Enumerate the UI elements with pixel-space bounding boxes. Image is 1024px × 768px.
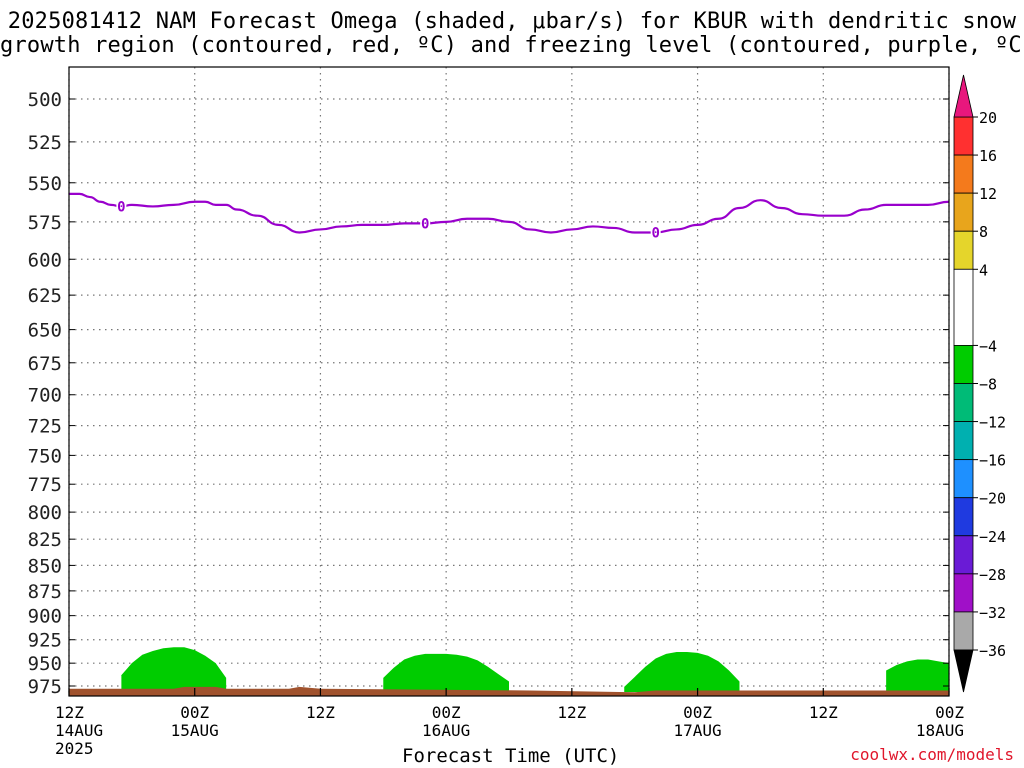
colorbar-label: 20 <box>979 109 997 127</box>
colorbar-under-arrow <box>953 649 974 693</box>
colorbar-bin <box>953 459 974 499</box>
colorbar-over-arrow <box>953 74 974 118</box>
y-tick-label: 625 <box>28 285 62 307</box>
colorbar-label: −20 <box>979 490 1006 508</box>
freezing-level-label: 0 <box>117 199 125 215</box>
site-credit: coolwx.com/models <box>850 745 1014 764</box>
colorbar-bin <box>953 383 974 422</box>
chart-title-line-2: growth region (contoured, red, ºC) and f… <box>0 33 1024 58</box>
colorbar-bin <box>953 573 974 613</box>
x-tick-hour: 12Z <box>809 703 838 722</box>
freezing-level-label: 0 <box>421 216 429 232</box>
colorbar-bin <box>953 116 974 156</box>
colorbar-bin <box>953 192 974 232</box>
y-tick-label: 750 <box>28 445 62 467</box>
x-tick-date: 17AUG <box>673 721 721 740</box>
terrain-fill <box>69 686 949 696</box>
colorbar-label: 12 <box>979 185 997 203</box>
freezing-level-line <box>69 192 950 234</box>
plot-frame <box>68 66 950 697</box>
y-tick-label: 875 <box>28 581 62 603</box>
freezing-level-label: 0 <box>651 225 659 241</box>
colorbar-label: −36 <box>979 642 1006 660</box>
y-axis-ticks: 500 525 550 575 600 625 650 675 700 725 750 775 800 8… <box>28 89 949 698</box>
y-tick-label: 825 <box>28 529 62 551</box>
y-tick-label: 525 <box>28 132 62 154</box>
colorbar-bin <box>953 230 974 270</box>
omega-shading <box>121 647 949 692</box>
x-axis-title: Forecast Time (UTC) <box>402 745 620 767</box>
y-tick-label: 775 <box>28 474 62 496</box>
y-tick-label: 800 <box>28 502 62 524</box>
x-tick-hour: 12Z <box>55 703 84 722</box>
colorbar-bin <box>953 497 974 537</box>
contour-label-background <box>650 224 661 241</box>
colorbar-bin <box>953 535 974 575</box>
x-tick-date: 14AUG <box>55 721 103 740</box>
y-tick-label: 550 <box>28 173 62 195</box>
y-tick-label: 925 <box>28 630 62 652</box>
colorbar-label: −8 <box>979 376 997 394</box>
y-tick-label: 575 <box>28 212 62 234</box>
omega-region <box>886 659 949 692</box>
y-tick-label: 600 <box>28 249 62 271</box>
colorbar-label: −24 <box>979 528 1006 546</box>
colorbar-bin <box>953 154 974 194</box>
grid-lines <box>68 67 950 696</box>
x-tick-hour: 12Z <box>306 703 335 722</box>
x-tick-hour: 00Z <box>935 703 964 722</box>
y-tick-label: 675 <box>28 353 62 375</box>
colorbar-label: −28 <box>979 566 1006 584</box>
chart-title-line-1: 2025081412 NAM Forecast Omega (shaded, μ… <box>7 9 1017 34</box>
colorbar-label: −12 <box>979 414 1006 432</box>
x-tick-year: 2025 <box>55 739 94 758</box>
omega-region <box>121 647 227 692</box>
contour-label-background <box>116 198 127 215</box>
y-tick-label: 500 <box>28 89 62 111</box>
colorbar-label: −32 <box>979 604 1006 622</box>
x-tick-hour: 12Z <box>557 703 586 722</box>
y-tick-label: 975 <box>28 676 62 698</box>
colorbar-label: 8 <box>979 223 988 241</box>
omega-region <box>383 653 509 692</box>
x-tick-hour: 00Z <box>432 703 461 722</box>
y-tick-label: 900 <box>28 606 62 628</box>
freezing-level-layer: 0 0 0 <box>69 192 950 241</box>
y-tick-label: 725 <box>28 416 62 438</box>
x-tick-hour: 00Z <box>180 703 209 722</box>
contour-label-background <box>420 215 431 232</box>
colorbar-bin <box>953 611 974 651</box>
y-tick-label: 850 <box>28 555 62 577</box>
y-tick-label: 950 <box>28 653 62 675</box>
colorbar-label: −16 <box>979 452 1006 470</box>
colorbar-label: −4 <box>979 337 997 355</box>
terrain-layer <box>69 686 949 696</box>
colorbar-bin <box>953 345 974 384</box>
colorbar-bin <box>953 421 974 461</box>
x-tick-date: 18AUG <box>916 721 964 740</box>
omega-region <box>624 651 740 692</box>
y-tick-label: 650 <box>28 320 62 342</box>
colorbar-label: 4 <box>979 261 988 279</box>
x-tick-date: 16AUG <box>422 721 470 740</box>
colorbar-bin <box>953 268 974 346</box>
plot-border <box>68 66 950 697</box>
colorbar: 20 16 12 8 4 −4 −8 −12 −16 −20 −24 −28 −32 −36 <box>953 74 1006 693</box>
x-tick-date: 15AUG <box>171 721 219 740</box>
y-tick-label: 700 <box>28 385 62 407</box>
colorbar-label: 16 <box>979 147 997 165</box>
x-tick-hour: 00Z <box>683 703 712 722</box>
